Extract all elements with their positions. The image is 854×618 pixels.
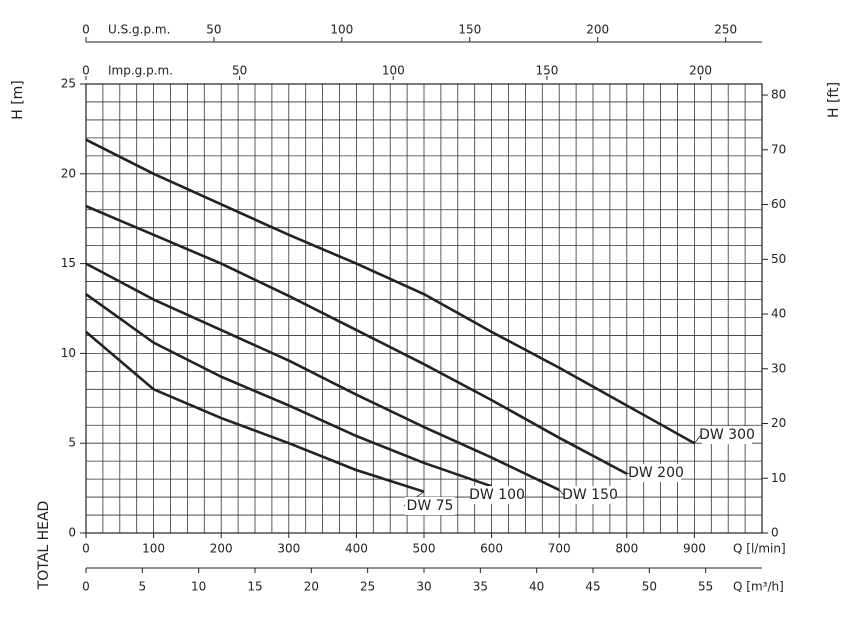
top-axis-tick-label: 50 (206, 23, 221, 37)
top-axis-tick-label: 150 (535, 64, 558, 78)
top-axis-tick-label: 100 (382, 64, 405, 78)
y-axis-label: H [m] (10, 80, 26, 120)
top-axis-label: U.S.g.p.m. (108, 23, 170, 37)
bottom-axis-label: Q [m³/h] (733, 580, 784, 594)
label-bg (631, 464, 681, 482)
bottom-axis-tick-label: 40 (529, 580, 544, 594)
y2-tick-label: 0 (771, 526, 779, 540)
bottom-axis-tick-label: 0 (82, 580, 90, 594)
x-tick-label: 700 (548, 542, 571, 556)
curve (85, 138, 696, 445)
top-axis-tick-label: 50 (232, 64, 247, 78)
bottom-axis-tick-label: 35 (473, 580, 488, 594)
top-axis-tick-label: 0 (82, 64, 90, 78)
x-tick-label: 0 (82, 542, 90, 556)
y-tick-label: 15 (61, 256, 76, 270)
y-tick-label: 0 (68, 526, 76, 540)
y2-tick-label: 10 (771, 471, 786, 485)
y2-tick-label: 30 (771, 361, 786, 375)
bottom-axis-tick-label: 5 (139, 580, 147, 594)
legend-label: DW 300 (699, 427, 755, 443)
label-bg (472, 486, 522, 504)
bottom-axis-tick-label: 30 (416, 580, 431, 594)
legend-label: DW 150 (562, 487, 618, 503)
y2-axis-label: H [ft] (826, 82, 842, 118)
y2-tick-label: 60 (771, 197, 786, 211)
top-axis-tick-label: 250 (714, 23, 737, 37)
bottom-axis-tick-label: 55 (698, 580, 713, 594)
y2-tick-label: 70 (771, 142, 786, 156)
top-axis-label: Imp.g.p.m. (108, 64, 173, 78)
label-leader (626, 472, 631, 475)
top-axis-tick-label: 100 (330, 23, 353, 37)
y-tick-label: 25 (61, 77, 76, 91)
x-tick-label: 400 (345, 542, 368, 556)
x-tick-label: 100 (142, 542, 165, 556)
legend-label: DW 75 (407, 498, 454, 514)
label-leader (558, 489, 565, 496)
x-tick-label: 800 (615, 542, 638, 556)
label-bg (702, 426, 752, 444)
y2-tick-label: 20 (771, 416, 786, 430)
x-tick-label: 300 (277, 542, 300, 556)
x-axis-label: Q [l/min] (733, 542, 786, 556)
side-label: TOTAL HEAD (36, 501, 52, 591)
curve (85, 262, 560, 492)
top-axis-tick-label: 200 (689, 64, 712, 78)
top-axis-tick-label: 200 (586, 23, 609, 37)
bottom-axis-tick-label: 15 (247, 580, 262, 594)
legend-label: DW 200 (628, 465, 684, 481)
curve (85, 204, 628, 475)
bottom-axis-tick-label: 25 (360, 580, 375, 594)
label-leader (694, 434, 702, 444)
y-tick-label: 20 (61, 166, 76, 180)
x-tick-label: 500 (413, 542, 436, 556)
y-tick-label: 5 (68, 436, 76, 450)
y2-tick-label: 80 (771, 88, 786, 102)
top-axis-tick-label: 150 (458, 23, 481, 37)
curve (85, 330, 425, 493)
x-tick-label: 200 (210, 542, 233, 556)
y2-tick-label: 40 (771, 307, 786, 321)
curve (85, 293, 493, 488)
bottom-axis-tick-label: 50 (642, 580, 657, 594)
label-bg (405, 497, 455, 515)
label-bg (565, 486, 615, 504)
y-tick-label: 10 (61, 346, 76, 360)
bottom-axis-tick-label: 20 (304, 580, 319, 594)
top-axis-tick-label: 0 (82, 23, 90, 37)
x-tick-label: 600 (480, 542, 503, 556)
x-tick-label: 900 (683, 542, 706, 556)
bottom-axis-tick-label: 45 (585, 580, 600, 594)
legend-label: DW 100 (469, 487, 525, 503)
y2-tick-label: 50 (771, 252, 786, 266)
bottom-axis-tick-label: 10 (191, 580, 206, 594)
